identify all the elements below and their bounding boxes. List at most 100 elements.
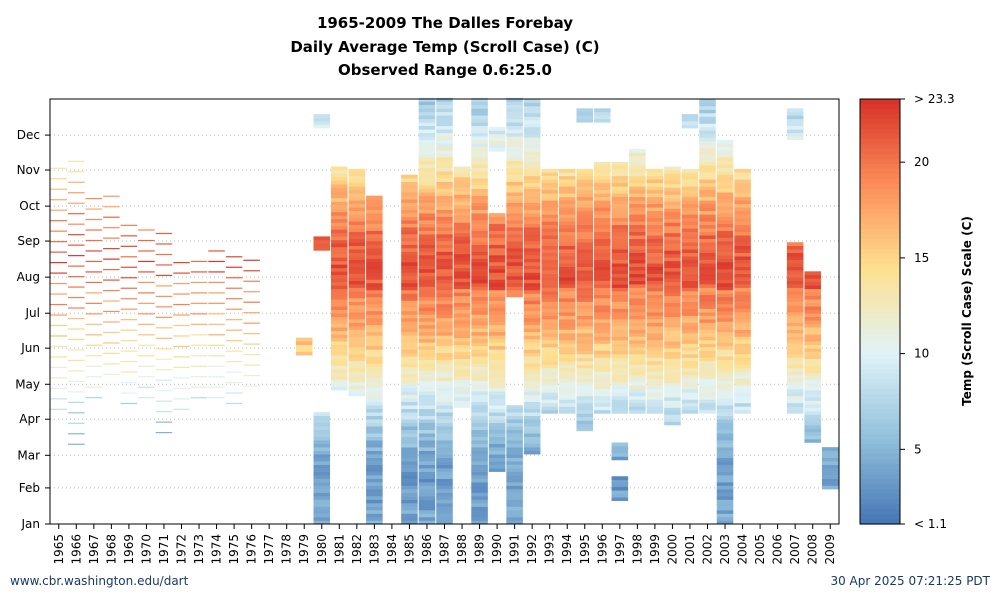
- heatmap-cell: [716, 401, 734, 406]
- heatmap-cell: [611, 409, 629, 414]
- footer-source-link[interactable]: www.cbr.washington.edu/dart: [10, 574, 189, 588]
- heatmap-cell: [734, 217, 751, 222]
- heatmap-cell: [523, 188, 541, 193]
- heatmap-cell: [576, 374, 594, 379]
- heatmap-cell: [699, 214, 716, 219]
- heatmap-cell: [453, 323, 471, 328]
- heatmap-cell: [786, 122, 804, 127]
- heatmap-cell: [68, 338, 85, 341]
- heatmap-cell: [331, 362, 348, 366]
- heatmap-cell: [541, 315, 558, 320]
- heatmap-cell: [471, 286, 488, 291]
- heatmap-cell: [331, 327, 348, 332]
- heatmap-cell: [418, 331, 436, 336]
- heatmap-cell: [348, 287, 366, 292]
- heatmap-cell: [681, 224, 699, 229]
- heatmap-cell: [436, 104, 453, 109]
- heatmap-cell: [401, 220, 418, 224]
- y-tick-label: Dec: [17, 128, 40, 142]
- heatmap-cell: [488, 282, 506, 287]
- heatmap-cell: [506, 405, 523, 410]
- heatmap-cell: [646, 329, 664, 334]
- heatmap-cell: [629, 315, 646, 320]
- heatmap-cell: [488, 275, 506, 280]
- heatmap-cell: [716, 202, 734, 207]
- heatmap-cell: [471, 454, 488, 458]
- heatmap-cell: [629, 280, 646, 285]
- heatmap-cell: [629, 287, 646, 292]
- colorbar-swatch: [860, 309, 900, 315]
- heatmap-cell: [786, 242, 804, 247]
- heatmap-cell: [366, 405, 383, 410]
- heatmap-cell: [50, 408, 68, 410]
- heatmap-cell: [576, 308, 594, 313]
- heatmap-cell: [611, 315, 629, 320]
- heatmap-cell: [155, 316, 173, 318]
- heatmap-cell: [699, 333, 716, 337]
- heatmap-cell: [453, 302, 471, 307]
- heatmap-cell: [488, 349, 506, 354]
- heatmap-cell: [488, 387, 506, 392]
- heatmap-cell: [699, 168, 716, 173]
- heatmap-cell: [331, 208, 348, 213]
- heatmap-cell: [436, 139, 453, 144]
- colorbar-swatch: [860, 289, 900, 295]
- heatmap-cell: [348, 182, 366, 187]
- heatmap-cell: [786, 273, 804, 278]
- colorbar-swatch: [860, 339, 900, 345]
- heatmap-cell: [418, 415, 436, 420]
- heatmap-cell: [436, 475, 453, 479]
- heatmap-cell: [664, 421, 681, 426]
- heatmap-cell: [471, 289, 488, 294]
- heatmap-cell: [734, 182, 751, 187]
- heatmap-cell: [716, 443, 734, 448]
- heatmap-cell: [541, 235, 558, 240]
- heatmap-cell: [488, 405, 506, 410]
- heatmap-cell: [366, 373, 383, 378]
- colorbar-swatch: [860, 514, 900, 520]
- colorbar-swatch: [860, 364, 900, 370]
- heatmap-cell: [208, 313, 225, 315]
- heatmap-cell: [576, 252, 594, 257]
- heatmap-cell: [348, 340, 366, 344]
- heatmap-cell: [646, 242, 664, 247]
- heatmap-cell: [418, 422, 436, 427]
- heatmap-cell: [594, 381, 611, 386]
- heatmap-cell: [418, 296, 436, 301]
- heatmap-cell: [68, 391, 85, 393]
- heatmap-cell: [436, 503, 453, 507]
- chart-title-line-1: 1965-2009 The Dalles Forebay: [317, 14, 573, 32]
- heatmap-cell: [558, 371, 576, 376]
- heatmap-cell: [418, 373, 436, 378]
- heatmap-cell: [366, 289, 383, 294]
- heatmap-cell: [646, 210, 664, 215]
- colorbar-swatch: [860, 359, 900, 365]
- heatmap-cell: [734, 392, 751, 397]
- heatmap-cell: [523, 216, 541, 221]
- heatmap-cell: [506, 97, 523, 102]
- heatmap-cell: [716, 377, 734, 382]
- heatmap-cell: [523, 262, 541, 266]
- heatmap-cell: [594, 203, 611, 208]
- heatmap-cell: [786, 280, 804, 285]
- heatmap-cell: [716, 471, 734, 476]
- heatmap-cell: [716, 405, 734, 410]
- heatmap-cell: [401, 349, 418, 354]
- heatmap-cell: [471, 335, 488, 340]
- heatmap-cell: [594, 252, 611, 257]
- heatmap-cell: [664, 411, 681, 415]
- heatmap-cell: [786, 374, 804, 379]
- heatmap-cell: [366, 296, 383, 301]
- heatmap-cell: [103, 206, 120, 208]
- heatmap-cell: [681, 200, 699, 205]
- colorbar-swatch: [860, 119, 900, 125]
- heatmap-cell: [208, 250, 225, 252]
- heatmap-cell: [786, 132, 804, 137]
- heatmap-cell: [313, 475, 331, 479]
- heatmap-cell: [716, 478, 734, 483]
- heatmap-cell: [295, 341, 313, 345]
- heatmap-cell: [629, 305, 646, 309]
- heatmap-cell: [646, 196, 664, 201]
- heatmap-cell: [681, 124, 699, 129]
